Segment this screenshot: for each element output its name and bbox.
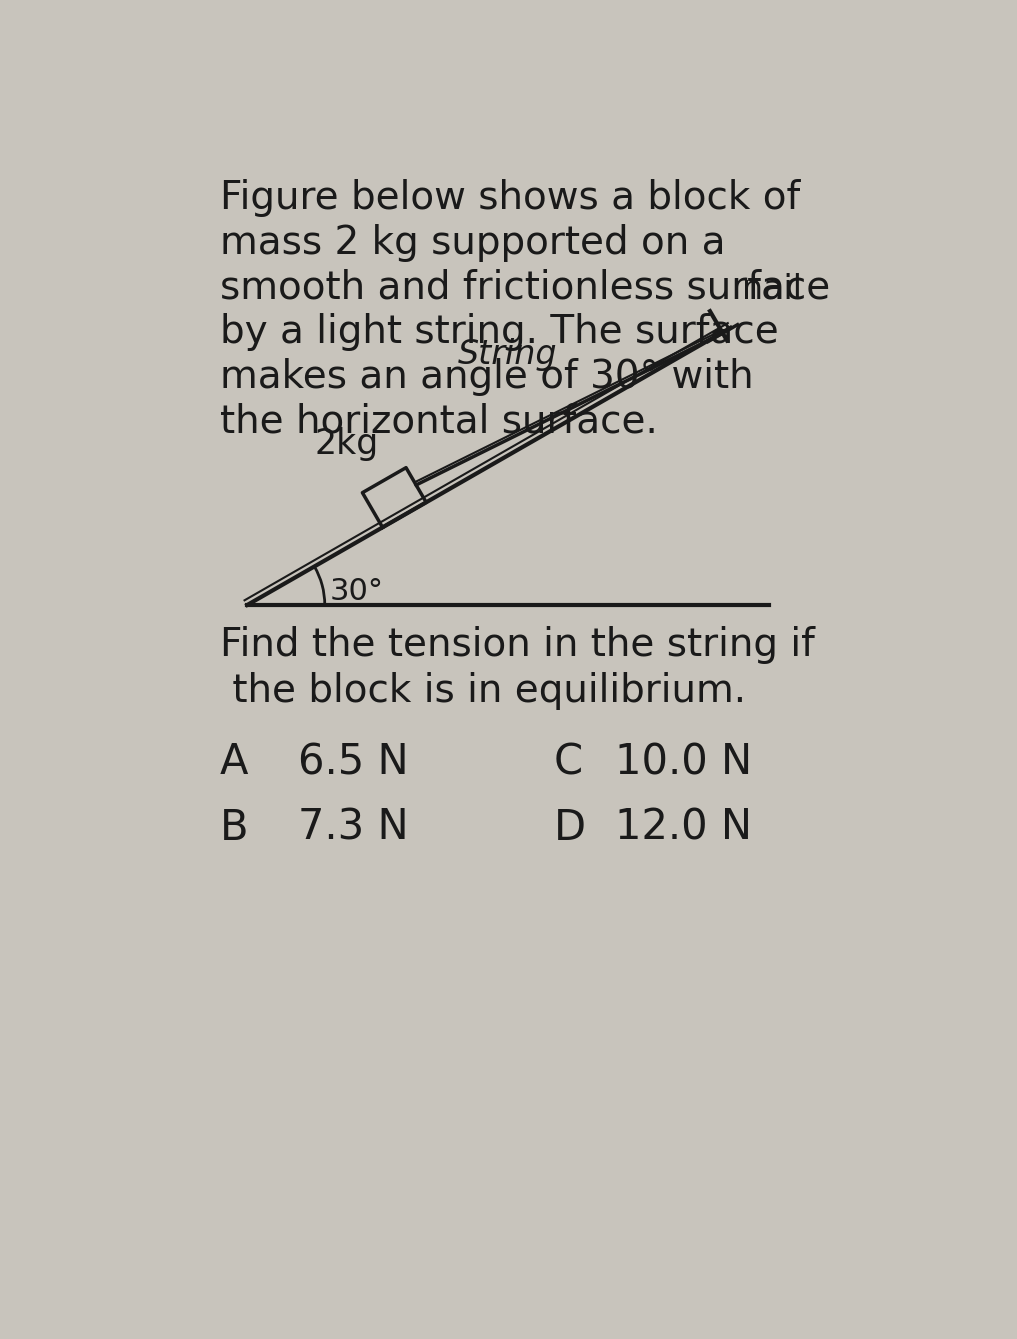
Text: C: C xyxy=(553,742,583,783)
Text: mass 2 kg supported on a: mass 2 kg supported on a xyxy=(220,224,725,262)
Text: the horizontal surface.: the horizontal surface. xyxy=(220,403,658,441)
Text: 10.0 N: 10.0 N xyxy=(615,742,753,783)
Text: smooth and frictionless surface: smooth and frictionless surface xyxy=(220,269,830,307)
Text: 6.5 N: 6.5 N xyxy=(298,742,408,783)
Text: B: B xyxy=(220,806,249,849)
Text: D: D xyxy=(553,806,586,849)
Text: nail: nail xyxy=(742,273,802,307)
Text: makes an angle of 30° with: makes an angle of 30° with xyxy=(220,358,754,396)
Text: Figure below shows a block of: Figure below shows a block of xyxy=(220,179,800,217)
Text: 7.3 N: 7.3 N xyxy=(298,806,408,849)
Text: 12.0 N: 12.0 N xyxy=(615,806,753,849)
Text: 30°: 30° xyxy=(330,577,383,605)
Text: by a light string. The surface: by a light string. The surface xyxy=(220,313,779,351)
Text: the block is in equilibrium.: the block is in equilibrium. xyxy=(220,672,746,710)
Text: A: A xyxy=(220,742,248,783)
Text: String: String xyxy=(458,337,557,371)
Text: 2kg: 2kg xyxy=(314,427,378,461)
Text: Find the tension in the string if: Find the tension in the string if xyxy=(220,625,815,664)
